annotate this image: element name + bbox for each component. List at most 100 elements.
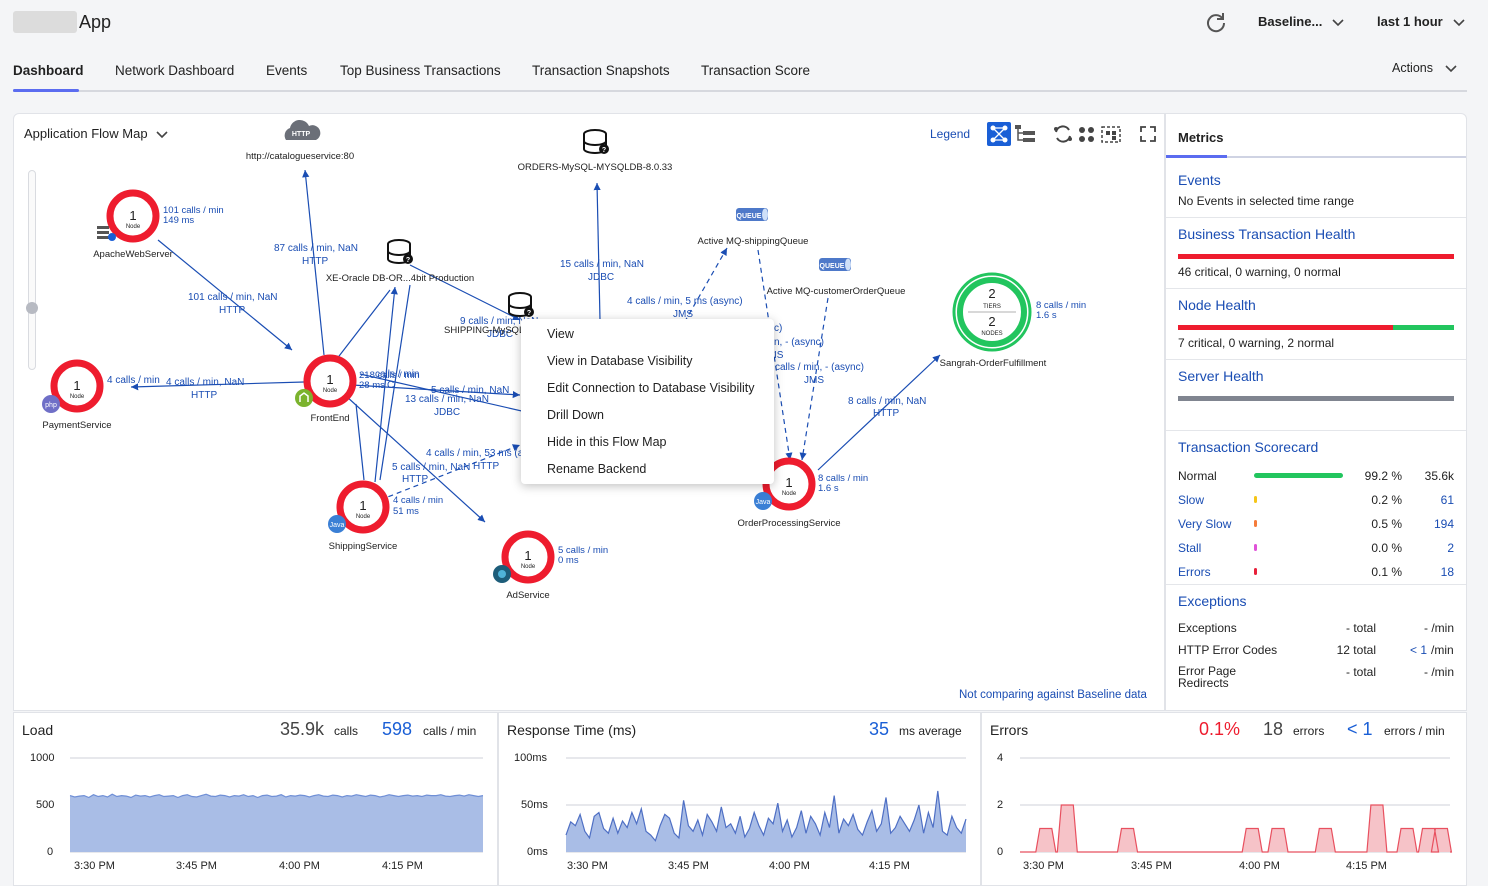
node-shipping[interactable]: 1 Node Java ShippingService 4 calls / mi…	[328, 480, 443, 552]
node-frontend[interactable]: 1 Node FrontEnd 218 calls / min 28 ms	[295, 354, 420, 424]
edge-shipping-oracle[interactable]	[374, 286, 398, 483]
baseline-dropdown[interactable]: Baseline...	[1258, 14, 1344, 29]
node-count: 1	[524, 548, 531, 563]
tree-layout-icon[interactable]	[1013, 122, 1037, 146]
exceptions-rate: - /min	[1424, 621, 1454, 635]
edge-frontend-catalogue[interactable]	[302, 169, 325, 356]
scorecard-label[interactable]: Very Slow	[1178, 517, 1232, 531]
errors-count-unit: errors	[1293, 724, 1325, 738]
bt-health-bar	[1178, 254, 1454, 259]
tab-transaction-snapshots[interactable]: Transaction Snapshots	[532, 63, 670, 78]
flow-layout-icon[interactable]	[987, 122, 1011, 146]
edge-label: HTTP	[191, 390, 217, 401]
edge-label: 4 calls / min	[107, 375, 160, 386]
backend-mq-shipping[interactable]: QUEUE Active MQ-shippingQueue	[698, 208, 809, 247]
backend-mq-customer[interactable]: QUEUE Active MQ-customerOrderQueue	[767, 258, 906, 297]
scorecard-bar	[1254, 473, 1344, 478]
legend-link[interactable]: Legend	[930, 127, 971, 141]
baseline-note[interactable]: Not comparing against Baseline data	[959, 689, 1147, 701]
events-link[interactable]: Events	[1178, 172, 1221, 188]
edge-label: C	[387, 380, 394, 391]
edge-customerqueue-order[interactable]	[799, 297, 829, 461]
backend-label: Active MQ-shippingQueue	[698, 236, 809, 247]
scorecard-label[interactable]: Slow	[1178, 493, 1205, 507]
scorecard-label[interactable]: Stall	[1178, 541, 1202, 555]
divider	[1166, 217, 1466, 218]
backend-oracle-db[interactable]: ? XE-Oracle DB-OR...4bit Production	[326, 239, 474, 284]
queue-icon: QUEUE	[736, 208, 768, 221]
scorecard-count[interactable]: 18	[1440, 565, 1454, 579]
menu-item-drill-down[interactable]: Drill Down	[547, 408, 604, 422]
group-nodes-icon[interactable]	[1099, 122, 1123, 146]
queue-icon: QUEUE	[819, 258, 851, 271]
node-health-link[interactable]: Node Health	[1178, 297, 1256, 313]
scorecard-count[interactable]: 194	[1433, 517, 1454, 531]
edge-fe-ship[interactable]	[355, 403, 365, 481]
menu-item-view-db-visibility[interactable]: View in Database Visibility	[547, 354, 693, 368]
tab-transaction-score[interactable]: Transaction Score	[701, 63, 811, 78]
edge-frontend-ad[interactable]	[345, 395, 486, 523]
metrics-header[interactable]: Metrics	[1178, 130, 1224, 145]
backend-orders-db[interactable]: ? ORDERS-MySQL-MYSQLDB-8.0.33	[518, 129, 673, 173]
tab-events[interactable]: Events	[266, 63, 308, 78]
edge-apache-frontend[interactable]	[157, 239, 293, 351]
bt-health-link[interactable]: Business Transaction Health	[1178, 226, 1356, 242]
edge-frontend-shippingdb[interactable]	[351, 384, 521, 399]
fullscreen-icon[interactable]	[1136, 122, 1160, 146]
errors-pct-value[interactable]: 0.1%	[1199, 719, 1241, 739]
time-range-dropdown[interactable]: last 1 hour	[1377, 14, 1465, 29]
edge-ship-async[interactable]	[379, 444, 521, 501]
edge-label: 5 calls / min, NaN	[392, 462, 470, 473]
http-error-lt[interactable]: < 1	[1410, 643, 1428, 657]
node-ad[interactable]: 1 Node AdService 5 calls / min 0 ms	[493, 530, 608, 601]
edge-async-shippingqueue[interactable]	[679, 247, 728, 331]
menu-item-edit-connection[interactable]: Edit Connection to Database Visibility	[547, 381, 755, 395]
edge-to-ordersdb[interactable]	[593, 182, 601, 321]
zoom-slider[interactable]	[28, 170, 36, 370]
response-x-tick: 3:30 PM	[567, 860, 608, 872]
node-payment[interactable]: 1 Node php PaymentService	[42, 359, 112, 431]
exceptions-link[interactable]: Exceptions	[1178, 593, 1247, 609]
scorecard-link[interactable]: Transaction Scorecard	[1178, 439, 1319, 455]
scorecard-count[interactable]: 2	[1447, 541, 1454, 555]
node-unit: Node	[70, 394, 85, 400]
scorecard-count[interactable]: 61	[1440, 493, 1454, 507]
queue-badge: QUEUE	[737, 213, 762, 220]
errors-rate-value[interactable]: < 1	[1347, 719, 1373, 739]
tab-top-business-transactions[interactable]: Top Business Transactions	[340, 63, 501, 78]
scorecard-label[interactable]: Errors	[1178, 565, 1211, 579]
response-y-tick: 50ms	[521, 799, 548, 811]
tab-dashboard[interactable]: Dashboard	[13, 63, 84, 78]
edge-oracle-shippingdb[interactable]	[409, 264, 521, 321]
load-x-tick: 4:15 PM	[382, 860, 423, 872]
tab-network-dashboard[interactable]: Network Dashboard	[115, 63, 235, 78]
errors-x-tick: 4:15 PM	[1346, 860, 1387, 872]
menu-item-hide[interactable]: Hide in this Flow Map	[547, 435, 667, 449]
grid-layout-icon[interactable]	[1075, 122, 1099, 146]
http-badge: HTTP	[292, 131, 311, 138]
edge-order-sangrah[interactable]	[817, 354, 941, 471]
load-y-tick: 500	[36, 799, 55, 811]
node-apache[interactable]: 1 Node ApacheWebServer 101 calls / min 1…	[93, 189, 224, 260]
load-rate-value[interactable]: 598	[382, 719, 413, 739]
server-health-link[interactable]: Server Health	[1178, 368, 1264, 384]
node-sangrah[interactable]: 2 TIERS 2 NODES Sangrah-OrderFulfillment…	[940, 272, 1086, 369]
backend-http-catalogue[interactable]: HTTP http://catalogueservice:80	[246, 119, 354, 162]
menu-item-view[interactable]: View	[547, 327, 574, 341]
backend-shipping-db[interactable]: ? SHIPPING-MySQL	[444, 292, 534, 336]
flow-map-title-dropdown[interactable]: Application Flow Map	[24, 126, 168, 141]
auto-arrange-icon[interactable]	[1051, 122, 1075, 146]
menu-item-rename-backend[interactable]: Rename Backend	[547, 462, 647, 476]
actions-menu[interactable]: Actions	[1392, 61, 1457, 75]
zoom-slider-handle[interactable]	[26, 302, 38, 314]
bt-health-text: 46 critical, 0 warning, 0 normal	[1178, 265, 1341, 279]
node-order-processing[interactable]: 1 Node Java OrderProcessingService 8 cal…	[738, 457, 869, 529]
chart-line-0	[69, 793, 484, 799]
response-avg-value[interactable]: 35	[869, 719, 890, 739]
edge-frontend-payment[interactable]	[130, 381, 305, 391]
load-rate-unit: calls / min	[423, 724, 477, 738]
top-bar: App Baseline... last 1 hour	[0, 0, 1488, 46]
edge-frontend-oracle[interactable]	[335, 289, 391, 361]
refresh-icon[interactable]	[1204, 10, 1228, 34]
